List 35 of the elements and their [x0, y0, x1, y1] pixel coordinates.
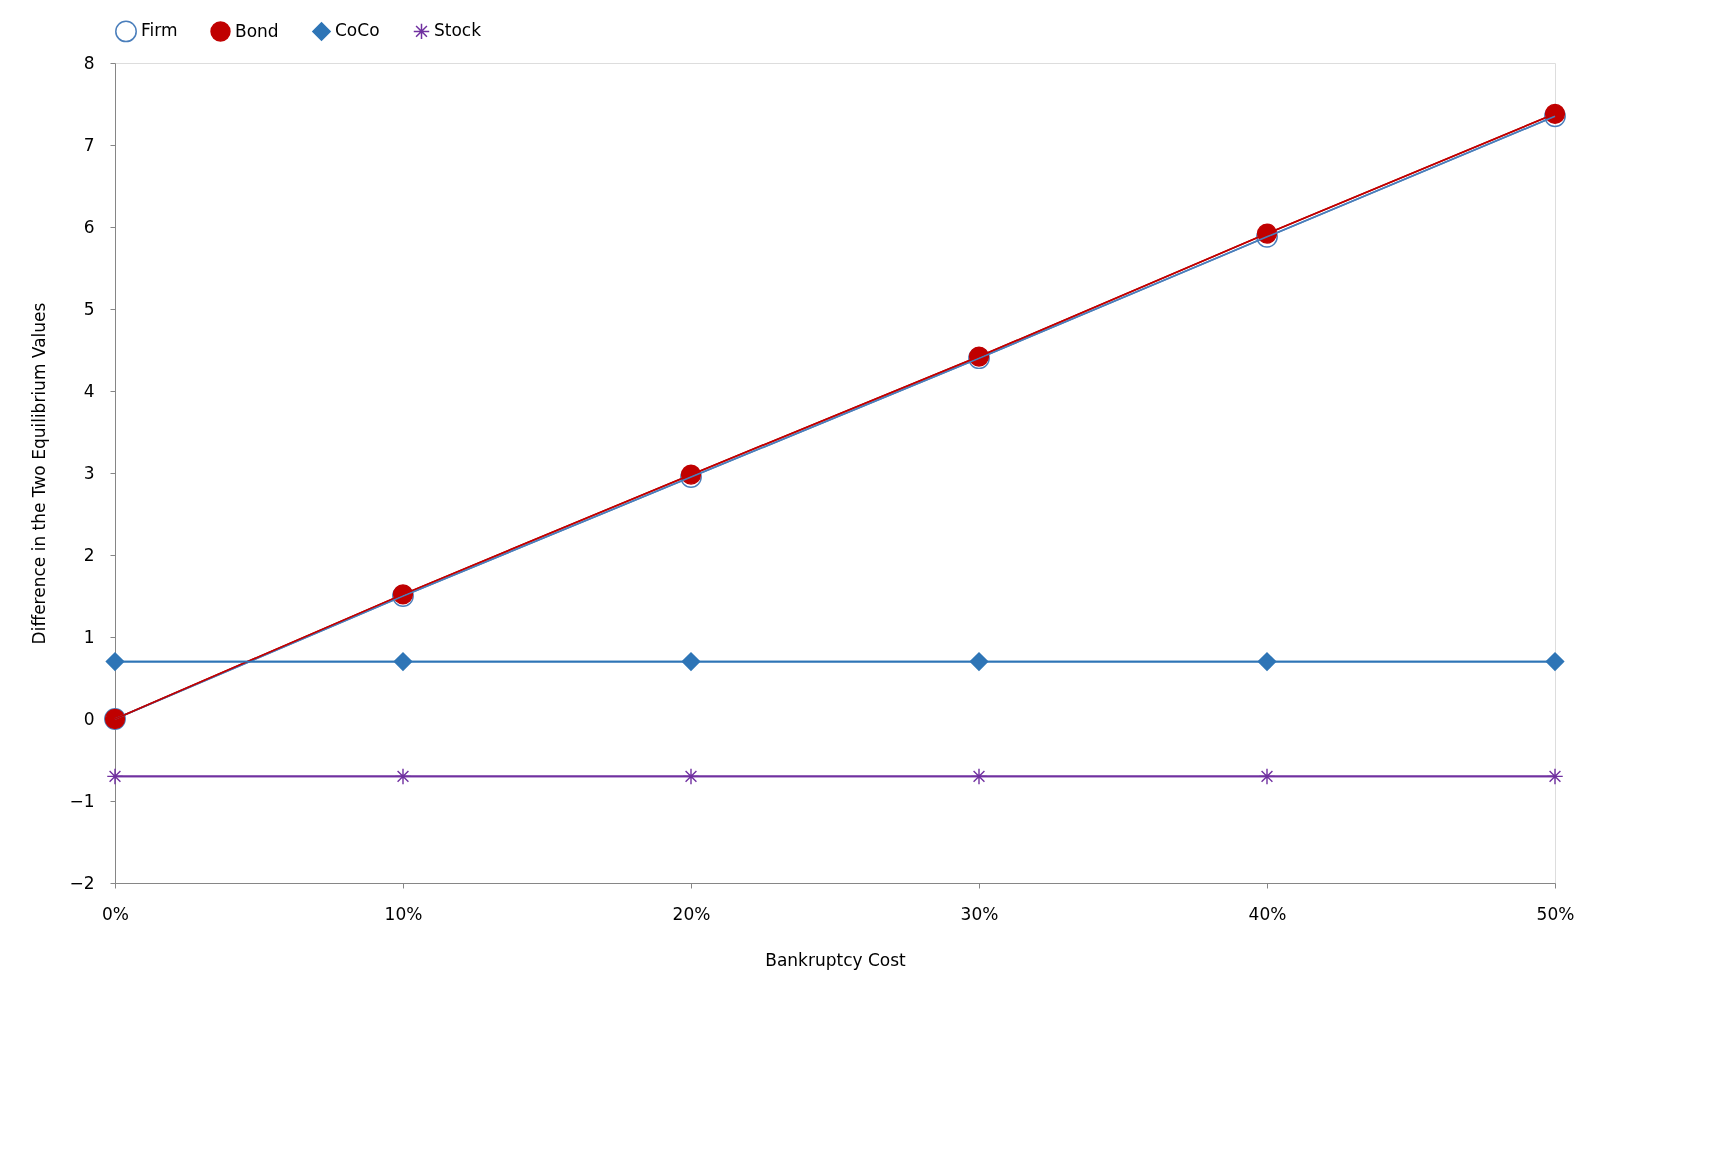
y-tick-label: −1: [69, 790, 95, 811]
x-tick-label: 30%: [960, 903, 999, 924]
x-tick-label: 0%: [102, 903, 129, 924]
legend-label: Stock: [434, 20, 482, 41]
y-tick-label: 3: [83, 462, 95, 483]
x-tick-label: 10%: [384, 903, 423, 924]
y-axis-title: Difference in the Two Equilibrium Values: [29, 302, 50, 645]
x-tick-label: 50%: [1536, 903, 1575, 924]
y-tick-label: 5: [83, 298, 95, 319]
point: [1258, 767, 1276, 785]
y-tick-label: −2: [69, 872, 95, 893]
y-tick-label: 4: [83, 380, 95, 401]
x-tick-label: 20%: [672, 903, 711, 924]
point: [1546, 767, 1564, 785]
y-tick-label: 1: [83, 626, 95, 647]
legend-label: Firm: [141, 20, 178, 41]
point: [682, 767, 700, 785]
point: [106, 767, 124, 785]
legend-label: Bond: [235, 20, 279, 41]
y-tick-label: 6: [83, 216, 95, 237]
point: [394, 767, 412, 785]
x-axis-title: Bankruptcy Cost: [765, 949, 907, 970]
y-tick-label: 8: [83, 52, 95, 73]
y-tick-label: 2: [83, 544, 95, 565]
point: [393, 652, 413, 671]
point: [970, 767, 988, 785]
point: [105, 652, 125, 671]
x-tick-label: 40%: [1248, 903, 1287, 924]
point: [1545, 652, 1565, 671]
point: [969, 652, 989, 671]
point: [1257, 652, 1277, 671]
y-tick-label: 0: [83, 708, 95, 729]
legend-label: CoCo: [335, 20, 380, 41]
y-tick-label: 7: [83, 134, 95, 155]
point: [681, 652, 701, 671]
